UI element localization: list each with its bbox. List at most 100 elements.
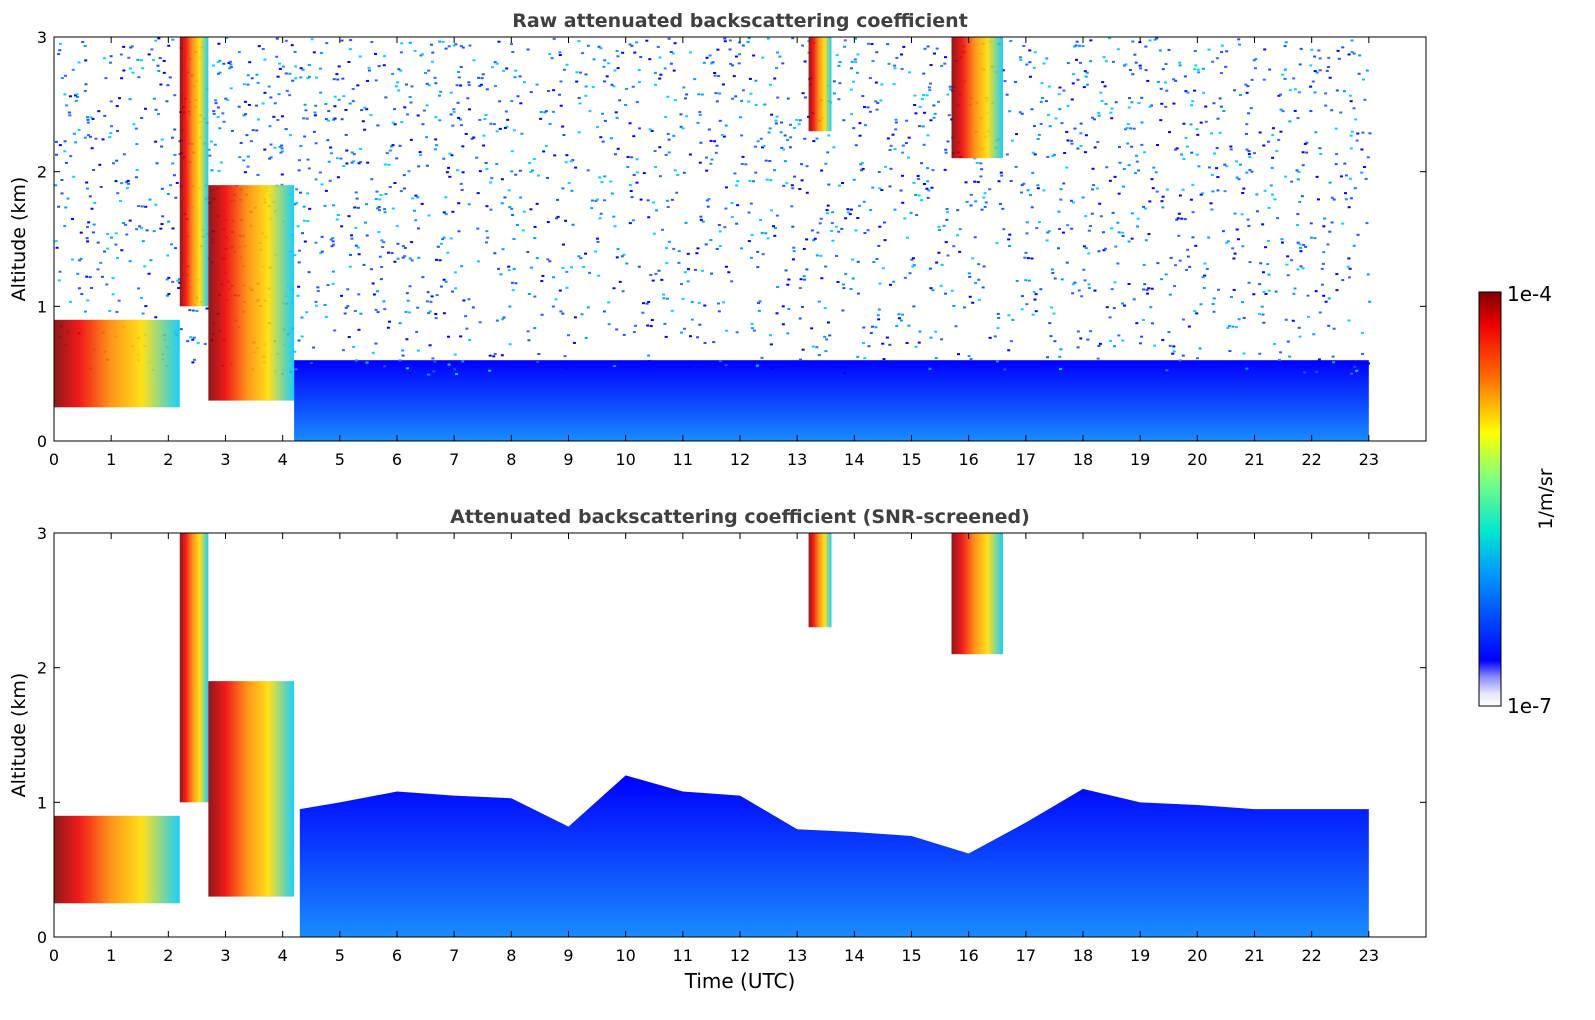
noise-speck bbox=[376, 311, 380, 314]
noise-speck bbox=[464, 315, 468, 318]
noise-speck bbox=[1007, 244, 1011, 247]
noise-speck bbox=[582, 265, 586, 268]
noise-speck bbox=[207, 148, 211, 151]
noise-speck bbox=[579, 257, 583, 260]
noise-speck bbox=[1059, 367, 1063, 370]
noise-speck bbox=[450, 154, 454, 157]
noise-speck bbox=[155, 162, 159, 165]
noise-speck bbox=[767, 131, 771, 134]
noise-speck bbox=[802, 275, 806, 278]
noise-speck bbox=[1275, 150, 1279, 153]
noise-speck bbox=[609, 180, 613, 183]
noise-speck bbox=[398, 144, 402, 147]
noise-speck bbox=[1105, 306, 1109, 309]
noise-speck bbox=[932, 52, 936, 55]
noise-speck bbox=[837, 230, 841, 233]
noise-speck bbox=[105, 283, 109, 286]
noise-speck bbox=[454, 43, 458, 46]
noise-speck bbox=[383, 308, 387, 311]
noise-speck bbox=[1288, 355, 1292, 358]
noise-speck bbox=[756, 302, 760, 305]
noise-speck bbox=[380, 266, 384, 269]
noise-speck bbox=[1195, 153, 1199, 156]
noise-speck bbox=[1139, 67, 1143, 70]
noise-speck bbox=[1229, 148, 1233, 151]
noise-speck bbox=[521, 229, 525, 232]
noise-speck bbox=[1060, 122, 1064, 125]
noise-speck bbox=[795, 118, 799, 121]
noise-speck bbox=[447, 363, 451, 366]
noise-speck bbox=[459, 182, 463, 185]
noise-speck bbox=[1072, 45, 1076, 48]
noise-speck bbox=[690, 318, 694, 321]
noise-speck bbox=[1343, 192, 1347, 195]
noise-speck bbox=[928, 267, 932, 270]
noise-speck bbox=[812, 140, 816, 143]
noise-speck bbox=[1032, 291, 1036, 294]
noise-speck bbox=[481, 73, 485, 76]
noise-speck bbox=[893, 64, 897, 67]
noise-speck bbox=[805, 238, 809, 241]
noise-speck bbox=[902, 45, 906, 48]
noise-speck bbox=[280, 115, 284, 118]
noise-speck bbox=[988, 188, 992, 191]
noise-speck bbox=[284, 39, 288, 42]
noise-speck bbox=[1233, 212, 1237, 215]
noise-speck bbox=[681, 127, 685, 130]
noise-speck bbox=[1212, 152, 1216, 155]
noise-speck bbox=[718, 92, 722, 95]
noise-speck bbox=[769, 209, 773, 212]
noise-speck bbox=[1085, 71, 1089, 74]
x-tick-label: 14 bbox=[844, 946, 864, 965]
noise-speck bbox=[170, 243, 174, 246]
x-tick-label: 20 bbox=[1187, 450, 1207, 469]
noise-speck bbox=[841, 309, 845, 312]
colorbar-min-label: 1e-7 bbox=[1507, 694, 1552, 718]
noise-speck bbox=[1146, 292, 1150, 295]
noise-speck bbox=[944, 151, 948, 154]
noise-speck bbox=[421, 276, 425, 279]
noise-speck bbox=[803, 60, 807, 63]
noise-speck bbox=[905, 236, 909, 239]
noise-speck bbox=[400, 121, 404, 124]
noise-speck bbox=[66, 197, 70, 200]
noise-speck bbox=[1233, 89, 1237, 92]
noise-speck bbox=[881, 342, 885, 345]
noise-speck bbox=[571, 223, 575, 226]
noise-speck bbox=[1182, 122, 1186, 125]
noise-speck bbox=[1161, 338, 1165, 341]
noise-speck bbox=[552, 276, 556, 279]
noise-speck bbox=[682, 171, 686, 174]
noise-speck bbox=[993, 335, 997, 338]
noise-speck bbox=[750, 322, 754, 325]
noise-speck bbox=[1298, 335, 1302, 338]
noise-speck bbox=[424, 71, 428, 74]
noise-speck bbox=[846, 211, 850, 214]
noise-speck bbox=[288, 94, 292, 97]
noise-speck bbox=[1079, 122, 1083, 125]
noise-speck bbox=[933, 112, 937, 115]
noise-speck bbox=[1335, 273, 1339, 276]
noise-speck bbox=[1332, 198, 1336, 201]
noise-speck bbox=[491, 66, 495, 69]
noise-speck bbox=[1219, 72, 1223, 75]
noise-speck bbox=[618, 99, 622, 102]
noise-speck bbox=[1047, 113, 1051, 116]
noise-speck bbox=[792, 250, 796, 253]
noise-speck bbox=[1033, 125, 1037, 128]
noise-speck bbox=[1117, 334, 1121, 337]
noise-speck bbox=[237, 51, 241, 54]
noise-speck bbox=[1219, 105, 1223, 108]
noise-speck bbox=[177, 278, 181, 281]
noise-speck bbox=[1109, 339, 1113, 342]
noise-speck bbox=[471, 306, 475, 309]
noise-speck bbox=[1266, 263, 1270, 266]
noise-speck bbox=[327, 110, 331, 113]
noise-speck bbox=[1245, 367, 1249, 370]
noise-speck bbox=[366, 161, 370, 164]
noise-speck bbox=[1352, 244, 1356, 247]
noise-speck bbox=[1261, 271, 1265, 274]
noise-speck bbox=[1201, 276, 1205, 279]
noise-speck bbox=[1254, 58, 1258, 61]
noise-speck bbox=[724, 207, 728, 210]
